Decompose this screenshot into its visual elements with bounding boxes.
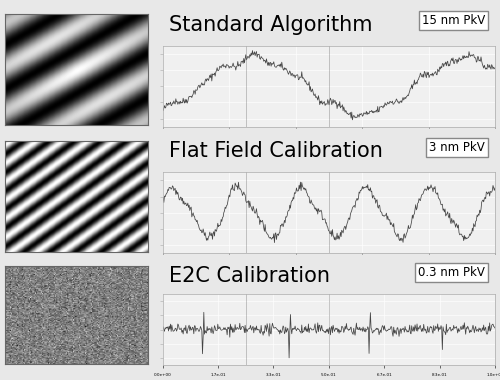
Text: 3 nm PkV: 3 nm PkV — [430, 141, 485, 154]
Text: E2C Calibration: E2C Calibration — [169, 266, 330, 285]
Text: 15 nm PkV: 15 nm PkV — [422, 14, 485, 27]
Text: Standard Algorithm: Standard Algorithm — [169, 15, 372, 35]
Text: Flat Field Calibration: Flat Field Calibration — [169, 141, 383, 161]
Text: 0.3 nm PkV: 0.3 nm PkV — [418, 266, 485, 279]
